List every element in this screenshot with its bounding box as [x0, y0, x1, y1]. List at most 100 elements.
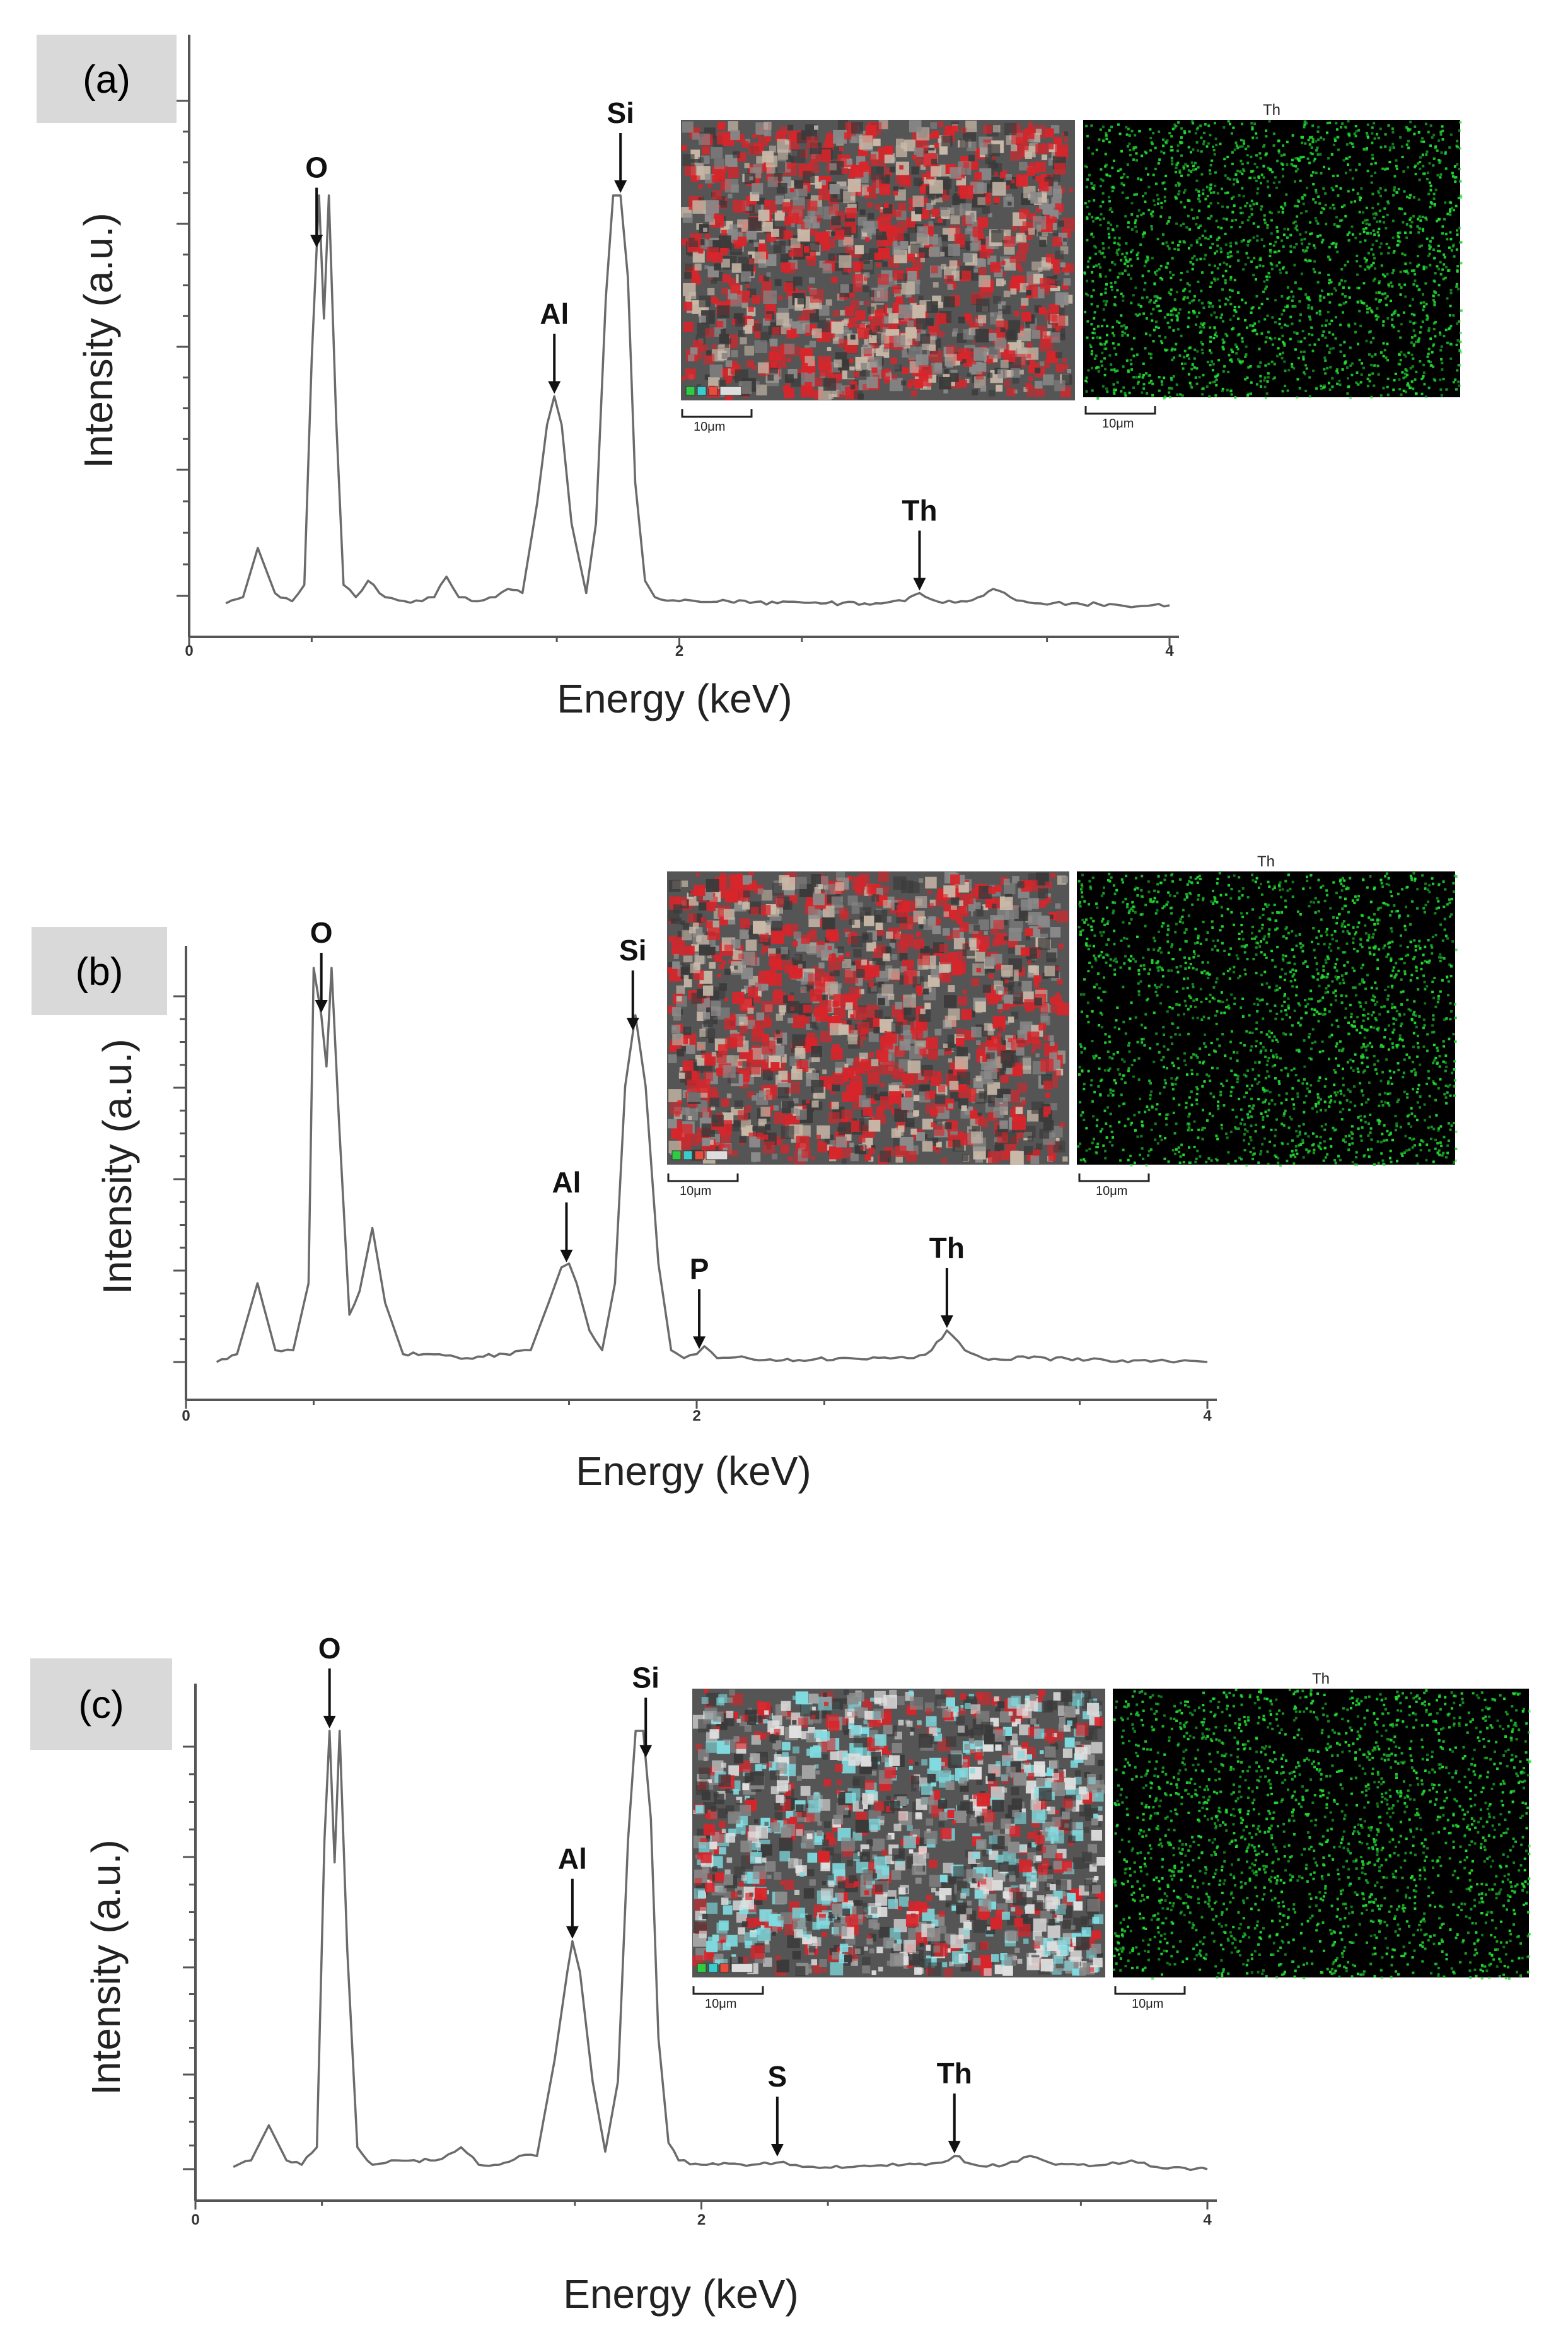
- micrograph-grain: [926, 301, 938, 313]
- th-map-dot: [1150, 212, 1153, 216]
- th-map-dot: [1121, 191, 1124, 194]
- th-map-dot: [1207, 205, 1211, 208]
- th-map-dot: [1176, 161, 1180, 165]
- th-map-dot: [1208, 395, 1211, 398]
- th-map-dot: [1096, 336, 1099, 339]
- th-map-dot: [1359, 233, 1362, 236]
- th-map-dot: [1170, 145, 1173, 148]
- th-map-dot: [1198, 209, 1201, 212]
- th-map-dot: [1180, 127, 1183, 130]
- th-map-dot: [1253, 122, 1257, 125]
- th-map-dot: [1238, 359, 1241, 363]
- th-map-dot: [1309, 233, 1312, 236]
- th-map-dot: [1458, 168, 1461, 171]
- th-map-dot: [1275, 226, 1279, 229]
- th-map-dot: [1191, 257, 1194, 260]
- micrograph-grain: [771, 228, 779, 237]
- th-map-dot: [1371, 192, 1374, 195]
- th-map-dot: [1317, 138, 1320, 141]
- micrograph-grain: [932, 282, 939, 288]
- micrograph-grain: [954, 233, 965, 245]
- micrograph-grain: [761, 983, 769, 991]
- th-map-dot: [1354, 200, 1357, 203]
- micrograph-grain: [858, 1136, 866, 1143]
- th-map-dot: [1417, 131, 1420, 134]
- th-map-dot: [1459, 341, 1462, 344]
- peak-label-o: O: [310, 916, 333, 949]
- micrograph-grain: [888, 313, 899, 323]
- th-map-dot: [1281, 334, 1284, 337]
- th-map-dot: [1202, 373, 1205, 376]
- th-map-dot: [1393, 175, 1397, 178]
- th-map-dot: [1139, 305, 1142, 308]
- micrograph-grain: [708, 1037, 714, 1044]
- th-map-dot: [1104, 153, 1107, 156]
- th-map-dot: [1385, 226, 1388, 230]
- th-map-dot: [1432, 378, 1436, 381]
- micrograph-grain: [1063, 278, 1071, 286]
- micrograph-grain: [930, 350, 943, 363]
- th-map-dot: [1221, 313, 1223, 317]
- th-map-dot: [1419, 331, 1422, 334]
- th-map-dot: [1436, 173, 1439, 177]
- micrograph-grain: [706, 240, 713, 247]
- micrograph-grain: [947, 284, 954, 290]
- th-map-dot: [1333, 207, 1336, 210]
- micrograph-grain: [902, 367, 909, 375]
- th-map-dot: [1294, 165, 1298, 168]
- micrograph-grain: [784, 140, 789, 145]
- micrograph-grain: [699, 1028, 708, 1037]
- th-map-dot: [1216, 244, 1219, 247]
- micrograph-grain: [1011, 179, 1015, 183]
- th-map-dot: [1117, 170, 1120, 173]
- th-map-dot: [1458, 147, 1461, 150]
- th-map-dot: [1301, 141, 1304, 144]
- th-map-dot: [1317, 338, 1320, 341]
- micrograph-grain: [698, 157, 704, 163]
- th-map-dot: [1224, 233, 1227, 235]
- micrograph-grain: [756, 156, 764, 164]
- th-map-dot: [1246, 243, 1250, 247]
- th-map-dot: [1122, 183, 1125, 187]
- th-map-dot: [1386, 359, 1390, 362]
- th-map-dot: [1374, 353, 1377, 356]
- th-map-dot: [1315, 219, 1318, 223]
- x-tick-label: 0: [182, 1407, 190, 1424]
- th-map-dot: [1099, 275, 1102, 278]
- th-map-dot: [1193, 161, 1197, 165]
- micrograph-grain: [857, 217, 867, 226]
- micrograph-grain: [704, 353, 715, 364]
- th-map-dot: [1422, 308, 1425, 311]
- micrograph-grain: [1050, 279, 1055, 284]
- th-map-dot: [1257, 320, 1260, 323]
- micrograph-grain: [1019, 370, 1024, 375]
- th-map-dot: [1297, 340, 1300, 343]
- th-map-dot: [1454, 180, 1457, 183]
- th-map-dot: [1205, 385, 1209, 388]
- th-map-dot: [1440, 358, 1443, 361]
- th-map-dot: [1140, 213, 1143, 216]
- th-map-dot: [1180, 141, 1182, 144]
- th-map-dot: [1263, 245, 1266, 248]
- micrograph-grain: [688, 354, 695, 361]
- th-map-dot: [1291, 158, 1294, 161]
- micrograph-grain: [1003, 878, 1010, 885]
- micrograph-grain: [744, 346, 754, 356]
- micrograph-grain: [859, 1095, 871, 1108]
- th-map-dot: [1344, 264, 1347, 267]
- micrograph-grain: [731, 1150, 738, 1157]
- micrograph-grain: [982, 904, 989, 911]
- th-map-dot: [1221, 346, 1224, 349]
- micrograph-grain: [944, 296, 955, 308]
- th-map-dot: [1131, 228, 1134, 231]
- th-map-dot: [1214, 333, 1217, 336]
- th-map-dot: [1175, 342, 1178, 346]
- micrograph-grain: [1045, 128, 1054, 137]
- th-map-dot: [1313, 343, 1316, 346]
- th-map-dot: [1153, 282, 1156, 286]
- micrograph-grain: [815, 182, 822, 189]
- micrograph-grain: [892, 374, 898, 380]
- th-map-dot: [1180, 201, 1183, 204]
- th-map-dot: [1231, 219, 1234, 222]
- th-map-dot: [1234, 173, 1238, 176]
